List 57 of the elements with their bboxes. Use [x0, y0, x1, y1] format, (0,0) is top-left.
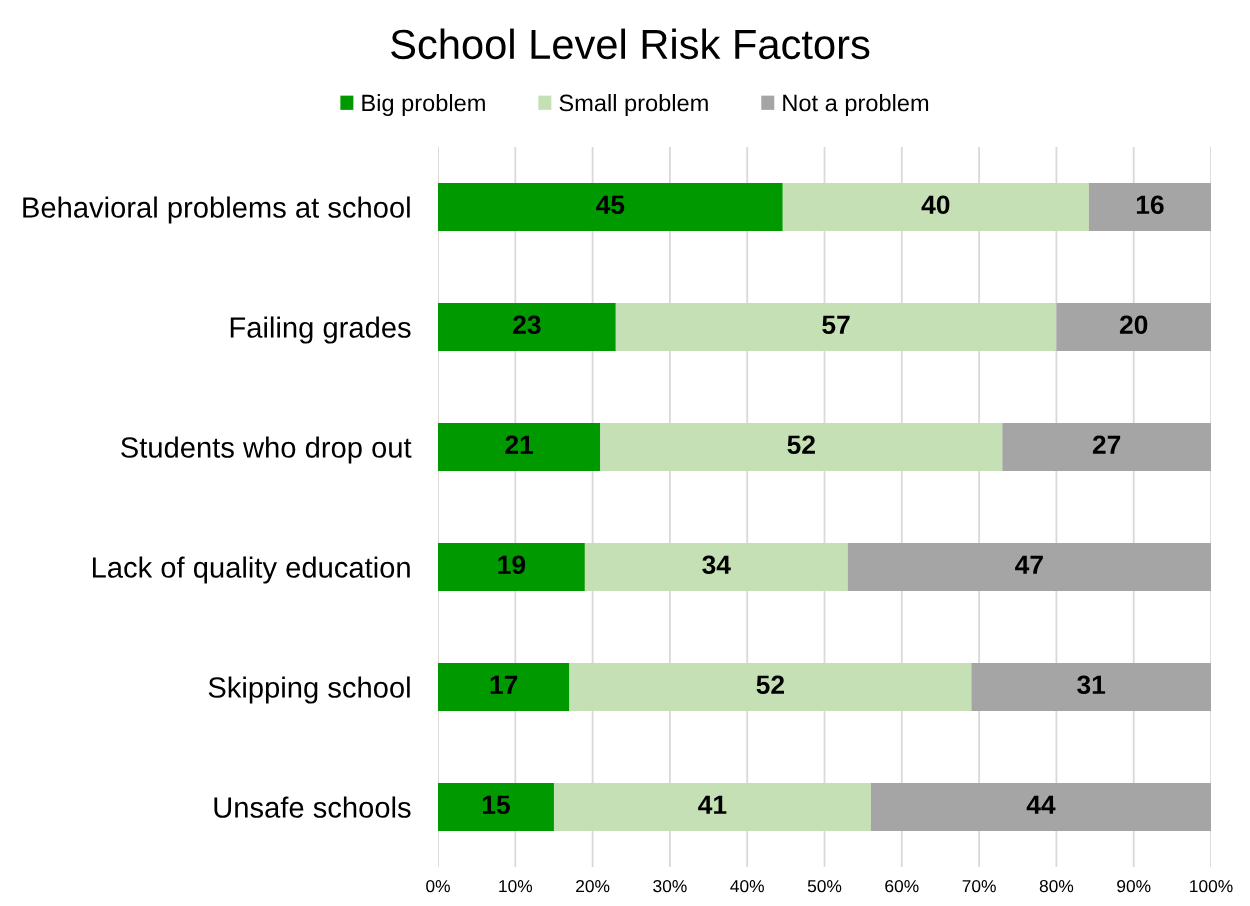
x-tick-label: 100% — [1190, 879, 1233, 893]
data-label: 23 — [513, 315, 541, 335]
y-tick-label: Unsafe schools — [214, 796, 411, 818]
x-tick-label: 0% — [426, 879, 450, 893]
bar — [438, 183, 783, 231]
bar — [847, 543, 1211, 591]
data-label: 15 — [482, 795, 510, 815]
x-tick-label: 40% — [730, 879, 764, 893]
legend-label: Big problem — [362, 94, 485, 116]
data-label: 16 — [1136, 195, 1164, 215]
x-tick-label: 50% — [807, 879, 842, 893]
y-tick-label: Failing grades — [230, 316, 411, 344]
bar — [438, 423, 601, 471]
data-label: 19 — [498, 555, 526, 575]
data-label: 41 — [698, 795, 727, 814]
x-tick-label: 60% — [885, 879, 919, 893]
legend-label: Not a problem — [783, 94, 929, 116]
bar — [553, 783, 871, 831]
x-tick-label: 90% — [1117, 879, 1151, 893]
data-label: 45 — [596, 195, 625, 215]
x-tick-label: 80% — [1039, 879, 1074, 893]
data-label: 27 — [1092, 435, 1121, 454]
bar — [600, 423, 1003, 471]
bar — [438, 663, 570, 711]
y-tick-label: Behavioral problems at school — [23, 196, 410, 224]
data-label: 47 — [1015, 555, 1043, 574]
data-label: 34 — [702, 555, 731, 575]
x-tick-label: 20% — [576, 879, 610, 893]
bar — [438, 783, 554, 831]
bar — [584, 543, 848, 591]
data-label: 31 — [1077, 675, 1106, 695]
data-label: 57 — [822, 315, 850, 335]
x-tick-label: 70% — [962, 879, 996, 893]
data-label: 44 — [1026, 795, 1056, 814]
data-label: 20 — [1119, 315, 1148, 335]
bar — [438, 303, 616, 351]
legend-label: Small problem — [559, 94, 708, 116]
bar — [1056, 303, 1211, 351]
bar — [1002, 423, 1211, 471]
bar — [615, 303, 1057, 351]
data-label: 21 — [505, 435, 534, 454]
y-tick-label: Lack of quality education — [92, 556, 410, 584]
bar — [569, 663, 972, 711]
bar — [438, 543, 585, 591]
data-label: 40 — [921, 195, 950, 215]
y-tick-label: Students who drop out — [121, 436, 412, 464]
data-label: 52 — [756, 675, 785, 695]
bar — [870, 783, 1211, 831]
bar — [1088, 183, 1211, 231]
bar — [971, 663, 1211, 711]
y-tick-label: Skipping school — [208, 676, 410, 704]
bar — [782, 183, 1089, 231]
data-label: 17 — [490, 675, 518, 694]
x-tick-label: 10% — [499, 879, 533, 893]
x-tick-label: 30% — [653, 879, 687, 893]
data-label: 52 — [787, 435, 815, 455]
chart-title: School Level Risk Factors — [391, 28, 870, 60]
